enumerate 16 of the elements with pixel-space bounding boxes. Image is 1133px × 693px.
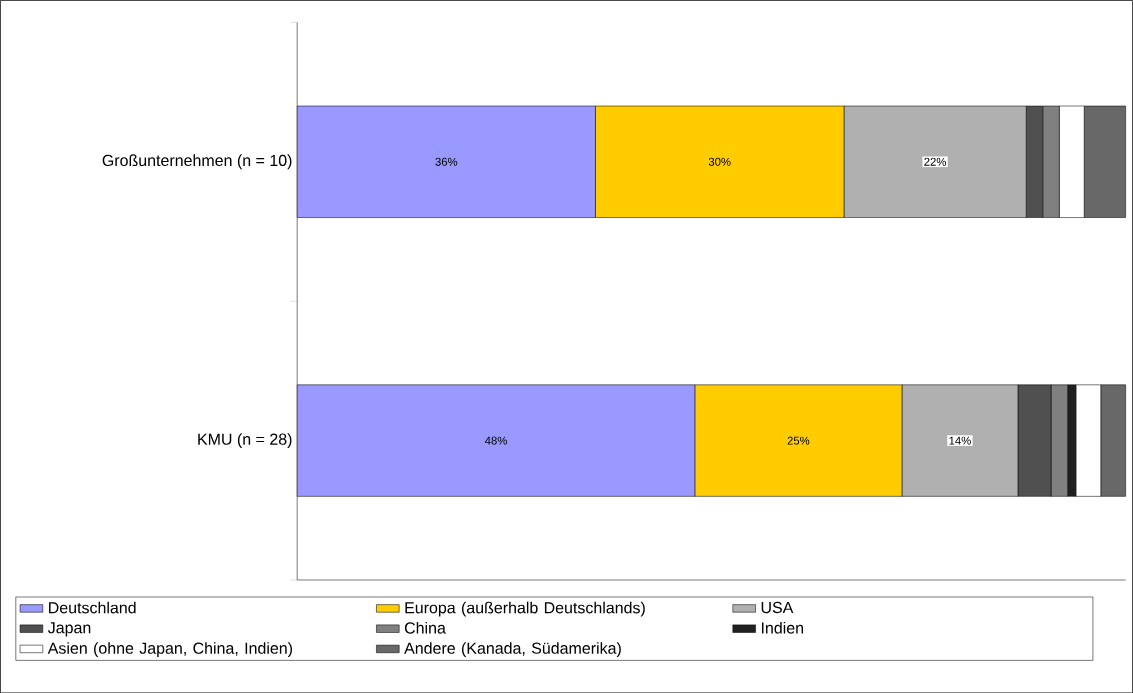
legend-label: Indien <box>761 621 804 634</box>
data-label: 48% <box>484 436 507 445</box>
data-label: 25% <box>787 436 810 445</box>
data-label: 14% <box>949 436 971 445</box>
data-label: 22% <box>924 157 947 166</box>
legend-label: China <box>404 621 446 634</box>
legend-label: Deutschland <box>49 601 136 614</box>
legend-label: Europa (außerhalb Deutschlands) <box>405 601 645 617</box>
legend-label: Asien (ohne Japan, China, Indien) <box>47 641 293 657</box>
legend-label: USA <box>761 601 794 614</box>
y-tick-label: KMU (n = 28) <box>198 432 292 448</box>
legend-label: Japan <box>47 622 91 637</box>
data-label: 36% <box>435 157 458 166</box>
data-label: 30% <box>708 157 731 166</box>
y-tick-label: Großunternehmen (n = 10) <box>102 154 292 170</box>
legend-label: Andere (Kanada, Südamerika) <box>404 641 621 657</box>
